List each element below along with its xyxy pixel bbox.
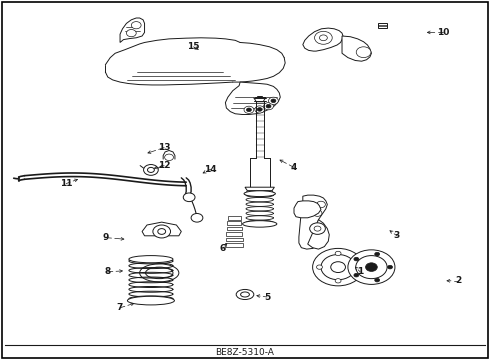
Polygon shape — [245, 191, 274, 194]
Text: 5: 5 — [264, 292, 270, 302]
Circle shape — [153, 225, 171, 238]
Text: 11: 11 — [60, 179, 73, 188]
Text: 8: 8 — [105, 267, 111, 276]
Polygon shape — [245, 187, 274, 191]
Polygon shape — [299, 195, 327, 249]
Text: 2: 2 — [455, 276, 461, 285]
Circle shape — [321, 255, 355, 280]
Circle shape — [354, 273, 359, 277]
Circle shape — [388, 265, 392, 269]
Circle shape — [335, 251, 341, 256]
Polygon shape — [225, 82, 280, 114]
Bar — [227, 227, 242, 230]
Circle shape — [314, 226, 321, 231]
Circle shape — [331, 262, 345, 273]
Text: BE8Z-5310-A: BE8Z-5310-A — [216, 348, 274, 357]
Bar — [227, 221, 241, 225]
Circle shape — [131, 22, 141, 29]
Circle shape — [317, 265, 322, 269]
Circle shape — [348, 250, 395, 284]
Text: 4: 4 — [291, 163, 297, 172]
Circle shape — [317, 201, 325, 208]
Polygon shape — [303, 28, 343, 51]
Ellipse shape — [241, 292, 249, 297]
Polygon shape — [378, 23, 387, 28]
Polygon shape — [342, 36, 371, 61]
Circle shape — [356, 47, 371, 58]
Polygon shape — [120, 18, 145, 42]
Circle shape — [257, 108, 262, 111]
Circle shape — [375, 252, 380, 256]
Text: 15: 15 — [187, 42, 200, 51]
Text: 12: 12 — [158, 161, 171, 170]
Ellipse shape — [244, 191, 275, 197]
Circle shape — [266, 104, 271, 108]
Ellipse shape — [243, 221, 277, 227]
Circle shape — [313, 210, 322, 216]
Bar — [225, 243, 243, 247]
Text: 9: 9 — [102, 233, 109, 242]
Bar — [226, 232, 242, 236]
Ellipse shape — [146, 267, 173, 279]
Circle shape — [354, 265, 360, 269]
Bar — [226, 238, 243, 241]
Polygon shape — [294, 201, 321, 218]
Circle shape — [356, 256, 387, 279]
Ellipse shape — [236, 289, 254, 300]
Circle shape — [255, 106, 265, 113]
Text: 3: 3 — [394, 231, 400, 240]
Text: 13: 13 — [158, 143, 171, 152]
Circle shape — [165, 154, 173, 161]
Ellipse shape — [127, 296, 174, 305]
Circle shape — [144, 165, 158, 175]
Circle shape — [313, 248, 364, 286]
Circle shape — [310, 223, 325, 234]
Ellipse shape — [140, 264, 179, 282]
Polygon shape — [142, 222, 181, 236]
Circle shape — [315, 31, 332, 44]
Text: 1: 1 — [357, 267, 363, 276]
Bar — [228, 216, 241, 220]
Circle shape — [366, 263, 377, 271]
Text: 14: 14 — [204, 165, 217, 174]
Circle shape — [269, 97, 278, 104]
Circle shape — [158, 229, 166, 234]
Text: 10: 10 — [437, 28, 450, 37]
Polygon shape — [308, 220, 329, 249]
Circle shape — [246, 108, 251, 112]
Ellipse shape — [129, 256, 173, 263]
Circle shape — [191, 213, 203, 222]
Circle shape — [244, 106, 254, 113]
Circle shape — [303, 202, 312, 208]
Circle shape — [354, 257, 359, 261]
Circle shape — [319, 35, 327, 41]
Text: 7: 7 — [117, 303, 123, 312]
Circle shape — [375, 278, 380, 282]
Circle shape — [271, 99, 276, 103]
Circle shape — [264, 103, 273, 110]
Circle shape — [335, 279, 341, 283]
Text: 6: 6 — [220, 244, 226, 253]
Circle shape — [126, 30, 136, 37]
Circle shape — [183, 193, 195, 202]
Circle shape — [147, 167, 154, 172]
